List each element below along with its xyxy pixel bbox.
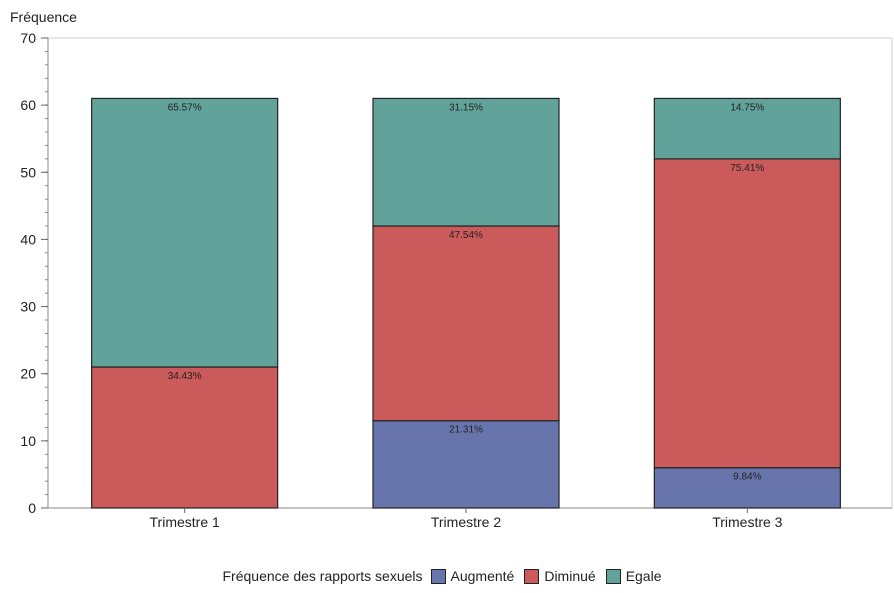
bar-data-label: 14.75% — [730, 102, 764, 113]
bar-segment-egale — [372, 97, 560, 227]
y-tick-label: 50 — [20, 164, 36, 180]
y-tick-label: 10 — [20, 433, 36, 449]
x-tick-label: Trimestre 1 — [150, 514, 220, 530]
bar-data-label: 34.43% — [168, 371, 202, 382]
bar-segment-diminué — [653, 158, 841, 469]
legend-title: Fréquence des rapports sexuels — [222, 568, 423, 584]
y-tick-label: 40 — [20, 231, 36, 247]
bar-data-label: 21.31% — [449, 425, 483, 436]
legend-item-augmente: Augmenté — [430, 568, 515, 584]
legend-label-augmente: Augmenté — [450, 568, 515, 584]
legend-swatch-egale — [605, 568, 621, 584]
bar-data-label: 75.41% — [730, 163, 764, 174]
legend-item-egale: Egale — [605, 568, 662, 584]
bar-segment-augmenté — [372, 420, 560, 509]
bar-segment-egale — [91, 97, 279, 368]
legend-swatch-diminue — [524, 568, 540, 584]
x-tick-label: Trimestre 3 — [712, 514, 782, 530]
legend-label-egale: Egale — [625, 568, 662, 584]
y-tick-label: 30 — [20, 299, 36, 315]
bar-segment-egale — [653, 97, 841, 160]
y-axis-title: Fréquence — [10, 9, 77, 25]
bar-data-label: 65.57% — [168, 102, 202, 113]
y-tick-label: 20 — [20, 366, 36, 382]
bar-segment-diminué — [91, 366, 279, 509]
bar-data-label: 47.54% — [449, 230, 483, 241]
bar-data-label: 9.84% — [733, 472, 761, 483]
legend-label-diminue: Diminué — [544, 568, 596, 584]
y-tick-label: 0 — [28, 500, 36, 516]
bar-data-label: 31.15% — [449, 102, 483, 113]
x-tick-label: Trimestre 2 — [431, 514, 501, 530]
legend-item-diminue: Diminué — [524, 568, 596, 584]
legend: Fréquence des rapports sexuels Augmenté … — [0, 568, 894, 584]
y-tick-label: 60 — [20, 97, 36, 113]
bar-segment-diminué — [372, 225, 560, 422]
legend-swatch-augmente — [430, 568, 446, 584]
y-tick-label: 70 — [20, 30, 36, 46]
